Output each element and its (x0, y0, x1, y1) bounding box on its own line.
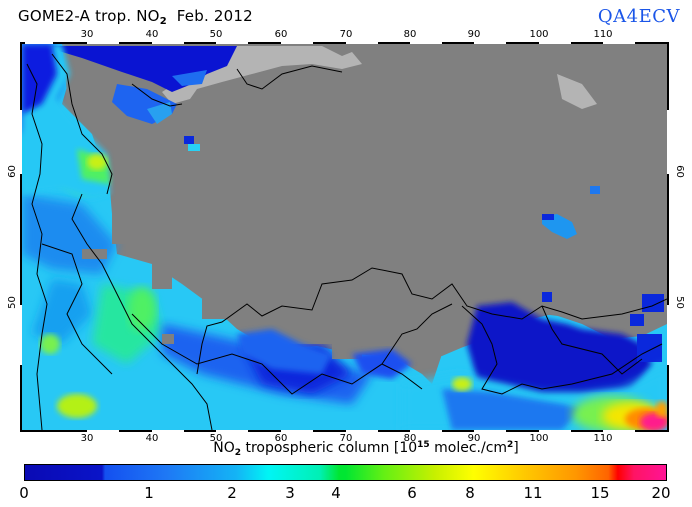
frame-tick (152, 430, 184, 432)
frame-tick (346, 42, 378, 44)
colorbar-tick: 4 (331, 484, 341, 502)
lon-tick-top: 40 (145, 29, 159, 40)
colorbar-tick: 20 (651, 484, 671, 502)
lon-tick-top: 90 (467, 29, 481, 40)
colorbar-tick: 0 (19, 484, 29, 502)
frame-tick (152, 42, 184, 44)
lon-tick-top: 100 (529, 29, 549, 40)
colorbar-tick: 15 (590, 484, 610, 502)
map-title: GOME2-A trop. NO2 Feb. 2012 (18, 7, 253, 27)
frame-tick (474, 430, 506, 432)
colorbar-tick: 8 (465, 484, 475, 502)
map-canvas (22, 44, 667, 430)
colorbar-tick: 11 (523, 484, 543, 502)
colorbar-tick: 6 (407, 484, 417, 502)
lon-tick-bottom: 30 (80, 433, 94, 444)
colorbar-tick: 3 (285, 484, 295, 502)
frame-tick (539, 42, 571, 44)
frame-tick (410, 42, 442, 44)
frame-tick (603, 42, 635, 44)
frame-tick (87, 42, 119, 44)
frame-tick (667, 110, 669, 174)
lat-tick-right: 50 (673, 296, 685, 309)
frame-tick (216, 42, 248, 44)
lon-tick-top: 30 (80, 29, 94, 40)
lon-tick-top: 60 (274, 29, 288, 40)
frame-tick (281, 42, 313, 44)
frame-tick (281, 430, 313, 432)
brand-logo: QA4ECV (597, 6, 680, 27)
frame-tick (667, 305, 669, 365)
lon-tick-top: 80 (403, 29, 417, 40)
lat-tick-left: 50 (6, 296, 18, 309)
frame-tick (20, 110, 22, 174)
frame-tick (603, 430, 635, 432)
lon-tick-bottom: 90 (467, 433, 481, 444)
frame-tick (87, 430, 119, 432)
no2-map (20, 42, 669, 432)
colorbar-tick: 1 (144, 484, 154, 502)
frame-tick (25, 42, 53, 44)
frame-tick (539, 430, 571, 432)
lon-tick-bottom: 110 (593, 433, 613, 444)
lon-tick-bottom: 80 (403, 433, 417, 444)
lon-tick-bottom: 50 (209, 433, 223, 444)
lat-tick-right: 60 (673, 165, 685, 178)
frame-tick (216, 430, 248, 432)
frame-tick (410, 430, 442, 432)
frame-tick (474, 42, 506, 44)
frame-tick (20, 305, 22, 365)
colorbar-tick: 2 (227, 484, 237, 502)
lon-tick-top: 50 (209, 29, 223, 40)
lon-tick-bottom: 60 (274, 433, 288, 444)
lon-tick-top: 70 (339, 29, 353, 40)
colorbar (24, 464, 667, 481)
lat-tick-left: 60 (6, 165, 18, 178)
lon-tick-bottom: 70 (339, 433, 353, 444)
frame-tick (346, 430, 378, 432)
lon-tick-top: 110 (593, 29, 613, 40)
colorbar-label: NO2 tropospheric column [1015 molec./cm2… (213, 440, 519, 458)
lon-tick-bottom: 100 (529, 433, 549, 444)
lon-tick-bottom: 40 (145, 433, 159, 444)
